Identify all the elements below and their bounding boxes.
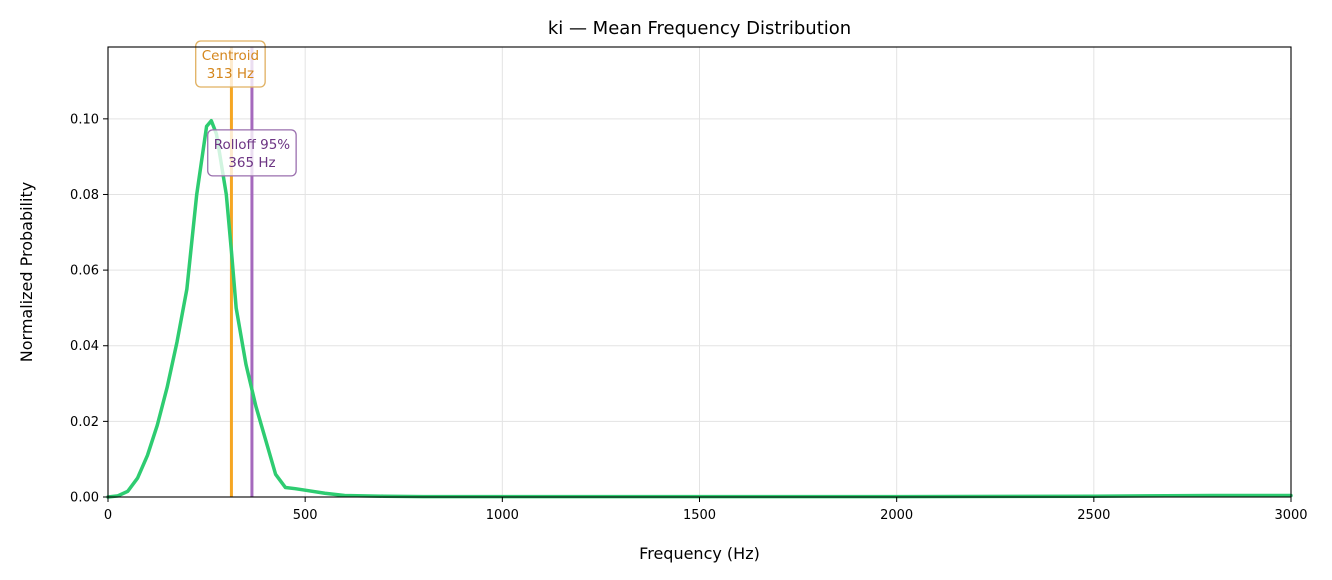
y-tick-label: 0.02 (70, 415, 99, 430)
x-tick-label: 3000 (1274, 508, 1307, 523)
y-tick-label: 0.10 (70, 112, 99, 127)
y-tick-label: 0.00 (70, 491, 99, 506)
x-tick-label: 1000 (486, 508, 519, 523)
rolloff-annotation: Rolloff 95% 365 Hz (207, 129, 297, 177)
chart-title: ki — Mean Frequency Distribution (548, 18, 851, 39)
x-axis-label: Frequency (Hz) (639, 544, 760, 563)
y-tick-label: 0.06 (70, 264, 99, 279)
rolloff-label: Rolloff 95% (214, 137, 291, 153)
centroid-box (195, 40, 266, 88)
axis-ticks: 0 500 1000 1500 2000 2500 3000 0.00 0.02 0.04 0.06… (70, 112, 1308, 523)
grid (107, 47, 1292, 498)
x-tick-label: 500 (293, 508, 318, 523)
x-tick-label: 0 (104, 508, 112, 523)
x-tick-label: 1500 (683, 508, 716, 523)
centroid-annotation: Centroid 313 Hz (195, 40, 266, 88)
rolloff-box (207, 129, 297, 177)
centroid-label: Centroid (202, 48, 259, 64)
y-tick-label: 0.08 (70, 188, 99, 203)
x-tick-label: 2500 (1077, 508, 1110, 523)
rolloff-value: 365 Hz (228, 155, 275, 171)
y-tick-label: 0.04 (70, 339, 99, 354)
centroid-value: 313 Hz (207, 66, 254, 82)
y-axis-label: Normalized Probability (17, 182, 36, 362)
x-tick-label: 2000 (880, 508, 913, 523)
annotations: Centroid 313 Hz Rolloff 95% 365 Hz (195, 40, 297, 177)
